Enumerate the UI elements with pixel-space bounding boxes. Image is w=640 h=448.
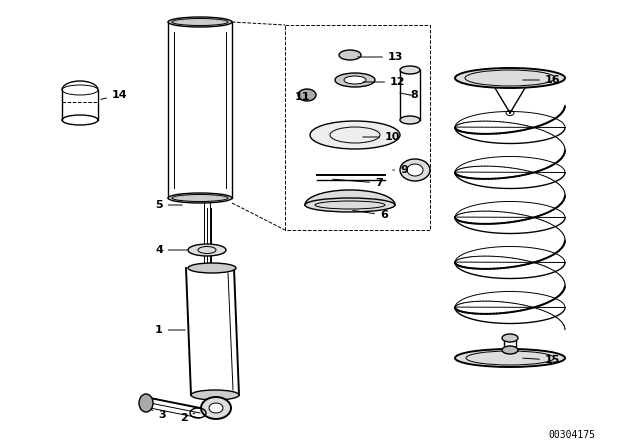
Text: 15: 15 [523, 355, 561, 365]
Ellipse shape [298, 89, 316, 101]
Ellipse shape [455, 68, 565, 88]
Text: 3: 3 [150, 409, 166, 420]
Ellipse shape [310, 121, 400, 149]
Text: 9: 9 [393, 165, 408, 175]
Polygon shape [204, 203, 210, 268]
Ellipse shape [139, 394, 153, 412]
Text: 00304175: 00304175 [548, 430, 595, 440]
Text: 8: 8 [410, 90, 418, 100]
Text: 12: 12 [363, 77, 406, 87]
Text: 10: 10 [363, 132, 401, 142]
Ellipse shape [168, 17, 232, 27]
Text: 7: 7 [333, 178, 383, 188]
Ellipse shape [400, 66, 420, 74]
Ellipse shape [339, 50, 361, 60]
Polygon shape [168, 22, 236, 198]
Text: 11: 11 [295, 92, 310, 102]
Ellipse shape [400, 116, 420, 124]
Ellipse shape [502, 334, 518, 342]
Text: 5: 5 [155, 200, 182, 210]
Ellipse shape [188, 244, 226, 256]
Ellipse shape [191, 390, 239, 400]
Text: 13: 13 [358, 52, 403, 62]
Ellipse shape [344, 76, 366, 84]
Text: 6: 6 [353, 210, 388, 220]
Ellipse shape [209, 403, 223, 413]
Ellipse shape [455, 349, 565, 367]
Ellipse shape [407, 164, 423, 176]
Text: 16: 16 [523, 75, 561, 85]
Text: 2: 2 [180, 413, 195, 423]
Text: 1: 1 [155, 325, 185, 335]
Ellipse shape [188, 263, 236, 273]
Ellipse shape [168, 193, 232, 203]
Text: 4: 4 [155, 245, 188, 255]
Polygon shape [186, 268, 239, 395]
Ellipse shape [335, 73, 375, 87]
Ellipse shape [305, 198, 395, 212]
Ellipse shape [201, 397, 231, 419]
Ellipse shape [400, 159, 430, 181]
Ellipse shape [502, 346, 518, 354]
Polygon shape [305, 190, 395, 205]
Text: 14: 14 [100, 90, 127, 100]
